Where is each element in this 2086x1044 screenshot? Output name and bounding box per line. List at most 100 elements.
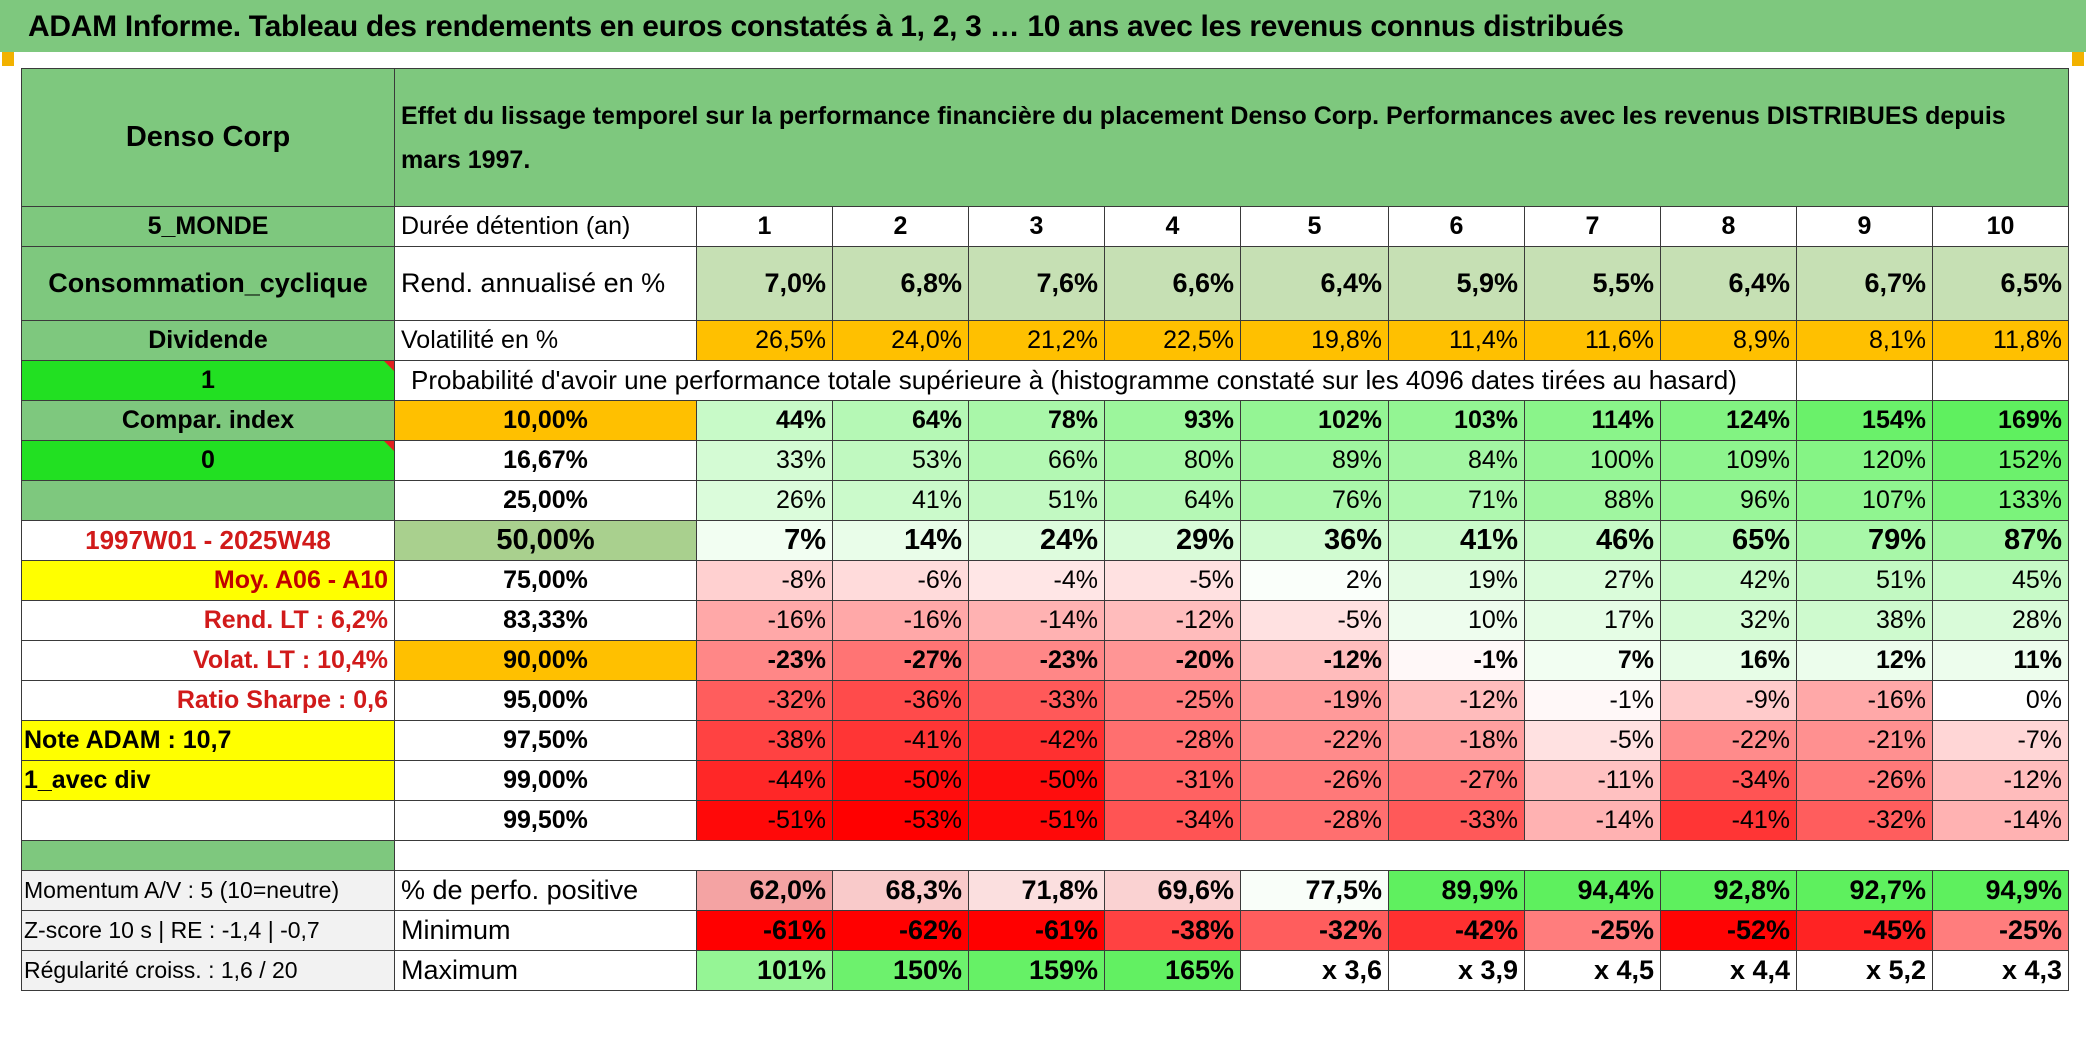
quantile-value: 44%	[696, 400, 833, 441]
sharpe-label: Ratio Sharpe : 0,6	[21, 680, 395, 721]
rend-value: 6,4%	[1240, 246, 1389, 321]
quantile-value: 100%	[1524, 440, 1661, 481]
quantile-value: -22%	[1240, 720, 1389, 761]
maximum-value: x 4,3	[1932, 950, 2069, 991]
rend-value: 5,9%	[1388, 246, 1525, 321]
quantile-row: Rend. LT : 6,2% 83,33% -16% -16% -14% -12% -5%…	[21, 600, 2069, 641]
pct-pos-value: 94,4%	[1524, 870, 1661, 911]
table-description: Effet du lissage temporel sur la perform…	[394, 68, 2069, 207]
quantile-value: 29%	[1104, 520, 1241, 561]
quantile-value: 28%	[1932, 600, 2069, 641]
rend-value: 6,8%	[832, 246, 969, 321]
quantile-value: -16%	[832, 600, 969, 641]
minimum-value: -38%	[1104, 910, 1241, 951]
year-header: 8	[1660, 206, 1797, 247]
spacer-row	[21, 840, 2069, 871]
quantile-label: 97,50%	[394, 720, 697, 761]
volat-value: 8,9%	[1660, 320, 1797, 361]
quantile-value: 41%	[832, 480, 969, 521]
region-label: 5_MONDE	[21, 206, 395, 247]
quantile-value: -41%	[832, 720, 969, 761]
quantile-value: 93%	[1104, 400, 1241, 441]
quantile-value: 38%	[1796, 600, 1933, 641]
quantile-value: -22%	[1660, 720, 1797, 761]
quantile-value: 71%	[1388, 480, 1525, 521]
quantile-value: -23%	[968, 640, 1105, 681]
minimum-value: -52%	[1660, 910, 1797, 951]
quantile-value: -6%	[832, 560, 969, 601]
quantile-value: -1%	[1388, 640, 1525, 681]
minimum-label: Minimum	[394, 910, 697, 951]
quantile-row: 99,50% -51% -53% -51% -34% -28% -33% -14% -41% -3…	[21, 800, 2069, 841]
quantile-value: -33%	[1388, 800, 1525, 841]
volat-value: 19,8%	[1240, 320, 1389, 361]
quantile-value: -16%	[1796, 680, 1933, 721]
quantile-value: -14%	[968, 600, 1105, 641]
dividend-label: Dividende	[21, 320, 395, 361]
volat-value: 8,1%	[1796, 320, 1933, 361]
pct-pos-value: 62,0%	[696, 870, 833, 911]
quantile-value: 27%	[1524, 560, 1661, 601]
pct-pos-value: 68,3%	[832, 870, 969, 911]
quantile-value: -19%	[1240, 680, 1389, 721]
year-header: 10	[1932, 206, 2069, 247]
maximum-row: Régularité croiss. : 1,6 / 20 Maximum 101%…	[21, 950, 2069, 991]
years-row: 5_MONDE Durée détention (an) 1 2 3 4 5 6 7 8 9 10	[21, 206, 2069, 247]
quantile-label: 99,50%	[394, 800, 697, 841]
maximum-value: x 5,2	[1796, 950, 1933, 991]
quantile-value: 33%	[696, 440, 833, 481]
report-title: ADAM Informe. Tableau des rendements en …	[0, 0, 2086, 52]
quantile-value: 124%	[1660, 400, 1797, 441]
pct-pos-value: 94,9%	[1932, 870, 2069, 911]
maximum-value: 101%	[696, 950, 833, 991]
quantile-value: 120%	[1796, 440, 1933, 481]
company-name: Denso Corp	[21, 68, 395, 207]
note-adam-label: Note ADAM : 10,7	[21, 720, 395, 761]
minimum-value: -25%	[1524, 910, 1661, 951]
quantile-value: -16%	[696, 600, 833, 641]
quantile-value: 24%	[968, 520, 1105, 561]
quantile-label: 16,67%	[394, 440, 697, 481]
quantile-value: -21%	[1796, 720, 1933, 761]
flag-1-cell: 1	[21, 360, 395, 401]
year-header: 7	[1524, 206, 1661, 247]
quantile-label: 75,00%	[394, 560, 697, 601]
quantile-value: 41%	[1388, 520, 1525, 561]
compar-index-label: Compar. index	[21, 400, 395, 441]
quantile-value: -27%	[832, 640, 969, 681]
volat-value: 22,5%	[1104, 320, 1241, 361]
empty-green-cell	[21, 840, 395, 871]
maximum-value: 165%	[1104, 950, 1241, 991]
quantile-value: -5%	[1524, 720, 1661, 761]
quantile-value: 102%	[1240, 400, 1389, 441]
proba-title-row: 1 Probabilité d'avoir une performance to…	[21, 360, 2069, 401]
empty-green-cell	[21, 480, 395, 521]
pct-pos-value: 69,6%	[1104, 870, 1241, 911]
volat-label: Volatilité en %	[394, 320, 697, 361]
quantile-value: 0%	[1932, 680, 2069, 721]
year-header: 6	[1388, 206, 1525, 247]
quantile-value: -7%	[1932, 720, 2069, 761]
empty-cell	[1932, 360, 2069, 401]
minimum-value: -42%	[1388, 910, 1525, 951]
quantile-value: 87%	[1932, 520, 2069, 561]
minimum-value: -61%	[696, 910, 833, 951]
quantile-value: -36%	[832, 680, 969, 721]
quantile-value: 107%	[1796, 480, 1933, 521]
quantile-row: Compar. index 10,00% 44% 64% 78% 93% 102% 103% 1…	[21, 400, 2069, 441]
quantile-value: -34%	[1660, 760, 1797, 801]
quantile-value: 114%	[1524, 400, 1661, 441]
quantile-value: 51%	[968, 480, 1105, 521]
quantile-value: -33%	[968, 680, 1105, 721]
maximum-value: x 4,5	[1524, 950, 1661, 991]
quantile-value: -14%	[1524, 800, 1661, 841]
minimum-row: Z-score 10 s | RE : -1,4 | -0,7 Minimum -6…	[21, 910, 2069, 951]
quantile-value: -26%	[1796, 760, 1933, 801]
minimum-value: -62%	[832, 910, 969, 951]
pct-pos-value: 89,9%	[1388, 870, 1525, 911]
quantile-value: 17%	[1524, 600, 1661, 641]
quantile-value: 84%	[1388, 440, 1525, 481]
quantile-label: 95,00%	[394, 680, 697, 721]
maximum-value: x 4,4	[1660, 950, 1797, 991]
quantile-value: 103%	[1388, 400, 1525, 441]
